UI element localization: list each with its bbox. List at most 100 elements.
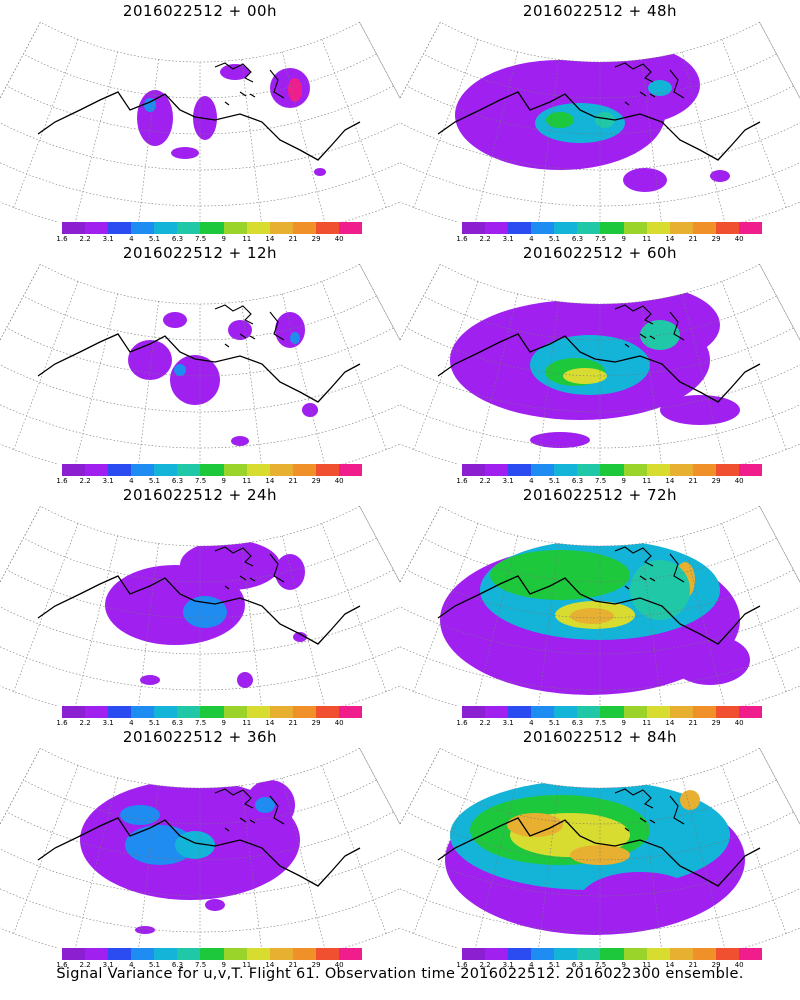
colorbar-swatch	[85, 464, 109, 476]
colorbar-swatch	[246, 464, 270, 476]
colorbar-tick-label: 2.2	[479, 477, 491, 485]
colorbar-swatch	[108, 948, 132, 960]
colorbar-swatch	[269, 948, 293, 960]
colorbar-tick-label: 6.3	[571, 235, 584, 243]
colorbar-tick-label: 4	[129, 719, 134, 727]
colorbar-swatch	[154, 706, 178, 718]
colorbar-tick-label: 11	[242, 477, 252, 485]
colorbar-tick-label: 40	[334, 719, 344, 727]
forecast-panel: 2016022512 + 00h 1.6 2.2 3.1 4 5.1 6.3 7.5 9 11 14…	[0, 0, 400, 243]
colorbar-swatch	[131, 706, 155, 718]
colorbar-swatch	[600, 948, 624, 960]
colorbar-tick-label: 5.1	[548, 477, 560, 485]
variance-region	[680, 790, 700, 810]
colorbar	[462, 948, 763, 960]
colorbar-tick-label: 1.6	[56, 719, 68, 727]
variance-map	[400, 22, 800, 222]
colorbar-tick-label: 9	[621, 961, 626, 969]
variance-map	[0, 748, 400, 948]
variance-region	[288, 78, 302, 102]
variance-region	[290, 332, 300, 344]
variance-region	[180, 540, 280, 590]
colorbar-swatch	[292, 222, 316, 234]
panel-title: 2016022512 + 24h	[122, 486, 278, 504]
colorbar-swatch	[646, 222, 670, 234]
coastline	[37, 91, 361, 161]
colorbar-swatch	[85, 706, 109, 718]
colorbar-tick-label: 14	[665, 719, 675, 727]
variance-map	[0, 264, 400, 464]
arctic-islands	[214, 62, 285, 106]
colorbar-tick-label: 5.1	[148, 961, 160, 969]
colorbar-tick-label: 11	[242, 961, 252, 969]
colorbar-tick-label: 4	[529, 961, 534, 969]
variance-map	[0, 22, 400, 222]
variance-field	[445, 780, 745, 935]
panel-title: 2016022512 + 48h	[522, 2, 678, 20]
colorbar-swatch	[315, 222, 339, 234]
colorbar-swatch	[177, 706, 201, 718]
colorbar-swatch	[315, 948, 339, 960]
graticule	[400, 22, 800, 222]
colorbar-tick-label: 29	[711, 477, 721, 485]
colorbar-tick-label: 14	[265, 477, 275, 485]
colorbar-swatch	[108, 222, 132, 234]
coastline	[437, 817, 761, 887]
colorbar-tick-label: 7.5	[195, 719, 207, 727]
colorbar-swatch	[292, 706, 316, 718]
colorbar-tick-label: 21	[688, 477, 698, 485]
arctic-islands	[614, 788, 685, 832]
variance-field	[455, 45, 730, 192]
colorbar-swatch	[669, 464, 693, 476]
coastline	[437, 91, 761, 161]
colorbar-swatch	[154, 464, 178, 476]
colorbar-swatch	[108, 464, 132, 476]
colorbar-swatch	[269, 464, 293, 476]
colorbar-swatch	[692, 948, 716, 960]
arctic-islands	[614, 546, 685, 590]
colorbar-swatch	[646, 706, 670, 718]
colorbar-tick-label: 29	[311, 235, 321, 243]
colorbar-swatch	[85, 222, 109, 234]
variance-field	[440, 540, 750, 695]
colorbar-swatch	[600, 222, 624, 234]
colorbar-tick-label: 6.3	[171, 719, 184, 727]
colorbar-tick-label: 11	[242, 235, 252, 243]
colorbar-tick-label: 4	[529, 477, 534, 485]
colorbar-swatch	[485, 706, 509, 718]
colorbar-swatch	[554, 464, 578, 476]
colorbar-ticks: 1.6 2.2 3.1 4 5.1 6.3 7.5 9 11 14 21 29 40	[52, 235, 372, 245]
colorbar-swatch	[623, 464, 647, 476]
colorbar-swatch	[692, 706, 716, 718]
variance-region	[174, 364, 186, 376]
variance-region	[710, 170, 730, 182]
colorbar-tick-label: 3.1	[502, 477, 514, 485]
colorbar-swatch	[338, 706, 363, 718]
colorbar-tick-label: 1.6	[56, 961, 68, 969]
colorbar-tick-label: 6.3	[571, 961, 584, 969]
colorbar-swatch	[669, 706, 693, 718]
variance-region	[275, 554, 305, 590]
colorbar-tick-label: 3.1	[502, 719, 514, 727]
colorbar-tick-label: 4	[129, 961, 134, 969]
variance-region	[205, 899, 225, 911]
colorbar-swatch	[315, 706, 339, 718]
colorbar-tick-label: 7.5	[595, 719, 607, 727]
variance-map	[400, 264, 800, 464]
colorbar-tick-label: 40	[334, 477, 344, 485]
colorbar-swatch	[715, 948, 739, 960]
colorbar	[462, 706, 763, 718]
colorbar-swatch	[200, 464, 224, 476]
forecast-panel: 2016022512 + 84h 1.6 2.2 3.1 4 5.1 6.3 7.5 9 11 14…	[400, 726, 800, 969]
variance-region	[231, 436, 249, 446]
colorbar-swatch	[292, 948, 316, 960]
arctic-islands	[214, 546, 285, 590]
colorbar-swatch	[85, 948, 109, 960]
coastline	[437, 333, 761, 403]
colorbar-swatch	[462, 706, 486, 718]
colorbar-tick-label: 2.2	[79, 235, 91, 243]
colorbar-swatch	[531, 222, 555, 234]
variance-region	[530, 432, 590, 448]
colorbar-tick-label: 21	[288, 477, 298, 485]
colorbar-tick-label: 7.5	[595, 477, 607, 485]
